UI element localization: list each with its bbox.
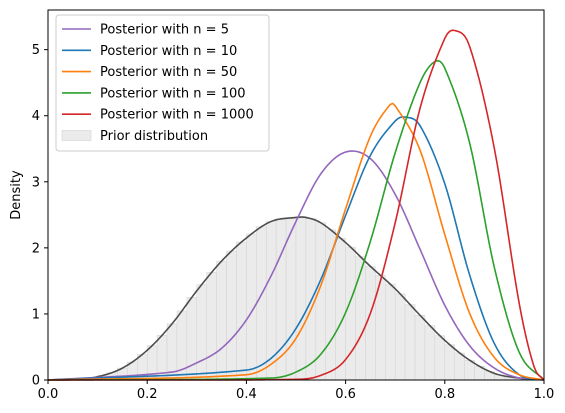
y-tick-label: 0 <box>32 374 40 389</box>
x-tick-label: 1.0 <box>534 387 555 402</box>
y-tick-label: 5 <box>32 43 40 58</box>
legend-label-prior: Prior distribution <box>100 129 208 144</box>
prior-histogram <box>67 216 545 381</box>
legend: Posterior with n = 5 Posterior with n = 1… <box>55 14 270 152</box>
prior-bar <box>256 226 267 381</box>
legend-label: Posterior with n = 50 <box>100 65 237 80</box>
y-tick-label: 4 <box>32 109 40 124</box>
x-tick-label: 0.2 <box>137 387 158 402</box>
x-tick-label: 0.0 <box>38 387 59 402</box>
x-tick-label: 0.6 <box>335 387 356 402</box>
prior-bar <box>424 325 436 381</box>
y-tick-label: 3 <box>32 175 40 190</box>
prior-bar <box>335 237 346 381</box>
prior-bar <box>315 222 327 381</box>
prior-bar <box>355 256 366 381</box>
legend-label: Posterior with n = 100 <box>100 86 246 101</box>
x-tick-label: 0.4 <box>236 387 257 402</box>
legend-label: Posterior with n = 1000 <box>100 108 254 123</box>
prior-bar <box>325 229 336 381</box>
prior-bar <box>265 221 277 381</box>
prior-bar <box>345 246 356 381</box>
prior-bar <box>444 344 455 381</box>
prior-bar <box>394 293 406 381</box>
prior-bar <box>434 335 446 381</box>
legend-swatch-prior <box>61 130 92 141</box>
prior-bar <box>196 284 207 381</box>
y-axis: 0 1 2 3 4 5 <box>32 43 48 389</box>
series-line-n5 <box>47 150 545 381</box>
prior-bar <box>414 315 426 381</box>
legend-label: Posterior with n = 5 <box>100 23 229 38</box>
prior-bar <box>385 283 396 381</box>
series-line-n10 <box>47 116 545 381</box>
prior-bar <box>226 250 237 381</box>
x-tick-label: 0.8 <box>434 387 455 402</box>
y-axis-label: Density <box>9 170 24 220</box>
prior-bar <box>454 352 465 381</box>
plot-frame <box>47 9 545 381</box>
prior-bar <box>206 272 217 381</box>
y-tick-label: 2 <box>32 241 40 256</box>
prior-bar <box>216 260 227 381</box>
prior-line-layer <box>47 216 545 381</box>
legend-box <box>55 14 270 152</box>
x-axis: 0.0 0.2 0.4 0.6 0.8 1.0 <box>38 380 555 402</box>
y-tick-label: 1 <box>32 307 40 322</box>
prior-bar <box>404 304 416 381</box>
prior-bar <box>285 217 297 381</box>
prior-bar <box>295 216 307 381</box>
prior-density-line <box>47 216 545 381</box>
prior-bar <box>236 241 247 381</box>
legend-label: Posterior with n = 10 <box>100 44 237 59</box>
series-line-n50 <box>47 102 545 381</box>
